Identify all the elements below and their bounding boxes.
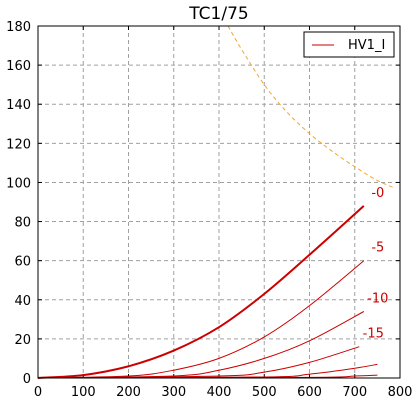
series-line-2 bbox=[37, 311, 365, 379]
plot-frame bbox=[37, 25, 401, 379]
curve-label-layer: -0 -5 -10 -15 bbox=[363, 186, 389, 342]
x-tick-label: 700 bbox=[342, 385, 367, 400]
curve-label-3: -15 bbox=[363, 327, 384, 342]
x-tick-label: 400 bbox=[207, 385, 232, 400]
y-tick-label: 100 bbox=[6, 176, 31, 191]
series-line-1 bbox=[37, 260, 365, 379]
x-tick-label: 0 bbox=[34, 385, 42, 400]
y-tick-label: 120 bbox=[6, 137, 31, 152]
curve-label-1: -5 bbox=[371, 241, 384, 256]
x-tick-label: 500 bbox=[252, 385, 277, 400]
x-tick-label: 600 bbox=[297, 385, 322, 400]
series-line-0 bbox=[37, 205, 365, 379]
curve-label-2: -10 bbox=[367, 292, 388, 307]
legend-label-hv1-i: HV1_I bbox=[348, 38, 385, 53]
x-tick-label: 800 bbox=[388, 385, 413, 400]
curve-label-0: -0 bbox=[371, 186, 384, 201]
series-line-3 bbox=[37, 346, 360, 379]
y-tick-label: 20 bbox=[14, 333, 31, 348]
y-tick-label: 0 bbox=[23, 372, 31, 387]
y-tick-label: 80 bbox=[14, 216, 31, 231]
x-tick-label: 100 bbox=[71, 385, 96, 400]
x-tick-label: 200 bbox=[116, 385, 141, 400]
y-tick-label: 140 bbox=[6, 98, 31, 113]
tick-layer: 0 100 200 300 400 500 600 700 800 0 20 40 60 80 100 120… bbox=[6, 20, 412, 400]
series-layer bbox=[37, 25, 396, 379]
x-tick-label: 300 bbox=[161, 385, 186, 400]
y-tick-label: 40 bbox=[14, 294, 31, 309]
series-line-6 bbox=[227, 25, 396, 189]
grid-layer bbox=[38, 26, 400, 378]
y-tick-label: 60 bbox=[14, 255, 31, 270]
y-tick-label: 160 bbox=[6, 59, 31, 74]
y-tick-label: 180 bbox=[6, 20, 31, 35]
legend: HV1_I bbox=[303, 31, 395, 58]
chart-title: TC1/75 bbox=[188, 4, 248, 24]
